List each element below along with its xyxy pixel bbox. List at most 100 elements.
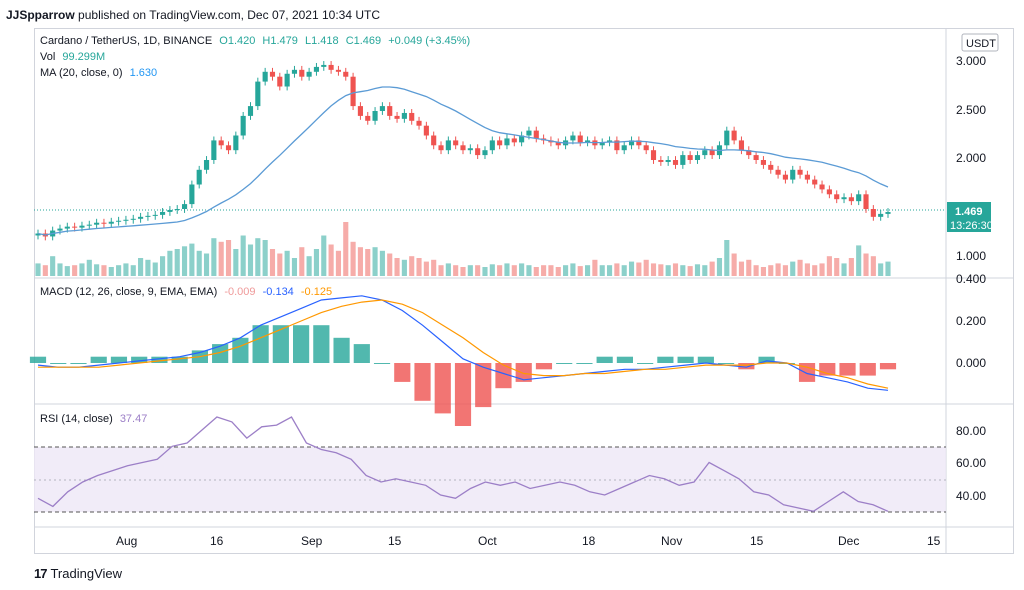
- volume-bar: [291, 258, 298, 276]
- ohlc-high: H1.479: [262, 35, 297, 47]
- macd-histogram-bar: [879, 363, 897, 370]
- signal-line[interactable]: [38, 299, 889, 389]
- candle-body: [335, 69, 341, 72]
- macd-histogram-bar: [576, 363, 593, 364]
- volume-bar: [379, 250, 385, 276]
- candle-body: [526, 130, 532, 136]
- volume-bar: [804, 263, 810, 276]
- macd-histogram-bar: [718, 363, 735, 364]
- volume-bar: [650, 263, 657, 276]
- ma-line[interactable]: [37, 86, 889, 236]
- volume-bar: [475, 265, 481, 276]
- candle-body: [218, 140, 224, 146]
- volume-bar: [145, 259, 151, 276]
- rsi-label: RSI (14, close): [40, 413, 113, 425]
- volume-bar: [585, 265, 591, 276]
- volume-bar: [570, 263, 576, 276]
- rsi-tick: 40.00: [956, 489, 986, 503]
- candle-body: [848, 197, 854, 202]
- macd-histogram-bar: [252, 325, 269, 363]
- symbol-legend[interactable]: Cardano / TetherUS, 1D, BINANCE O1.420 H…: [40, 35, 470, 47]
- candle-body: [123, 219, 129, 221]
- macd-histogram-bar: [293, 325, 310, 363]
- candle-body: [819, 184, 825, 190]
- rsi-line[interactable]: [37, 416, 889, 512]
- ma-label: MA (20, close, 0): [40, 67, 123, 79]
- candle-body: [665, 160, 671, 162]
- macd-histogram-bar: [131, 356, 148, 363]
- volume-bar: [79, 263, 85, 276]
- macd-histogram-bar: [333, 337, 350, 363]
- volume-bar: [50, 256, 56, 276]
- candle-body: [277, 76, 283, 87]
- volume-bar: [621, 265, 627, 276]
- macd-hist-value: -0.009: [224, 286, 255, 298]
- volume-bar: [819, 263, 825, 276]
- candle-body: [409, 112, 415, 121]
- macd-line[interactable]: [37, 295, 889, 391]
- currency-button-box[interactable]: [961, 33, 999, 52]
- volume-bar: [225, 240, 232, 276]
- volume-bar: [834, 258, 840, 276]
- price-tick: 2.500: [956, 103, 986, 117]
- volume-bar: [57, 263, 63, 276]
- footer-brand[interactable]: TradingView: [50, 566, 123, 581]
- volume-bar: [775, 263, 781, 276]
- candle-body: [694, 155, 701, 160]
- time-tick: Sep: [301, 534, 323, 548]
- candle-body: [196, 169, 202, 185]
- candle-body: [768, 164, 774, 170]
- candle-body: [79, 225, 85, 228]
- volume-bar: [548, 265, 554, 276]
- candle-body: [416, 120, 422, 126]
- volume-bar: [372, 247, 378, 276]
- last-price-badge: [947, 202, 991, 232]
- candle-body: [519, 135, 525, 143]
- macd-histogram-bar: [677, 356, 694, 363]
- volume-bar: [152, 262, 158, 276]
- candle-body: [255, 81, 261, 107]
- currency-button[interactable]: USDT: [966, 38, 996, 50]
- macd-histogram-bar: [475, 363, 492, 408]
- volume-bar: [592, 259, 598, 276]
- candle-body: [643, 145, 649, 151]
- time-tick: 15: [388, 534, 402, 548]
- volume-bar: [599, 265, 605, 276]
- candle-body: [856, 194, 862, 202]
- macd-legend[interactable]: MACD (12, 26, close, 9, EMA, EMA) -0.009…: [40, 286, 332, 298]
- ohlc-low: L1.418: [305, 35, 339, 47]
- tradingview-logo-icon[interactable]: 17: [34, 566, 48, 581]
- volume-bar: [174, 249, 180, 276]
- author-name[interactable]: JJSpparrow: [6, 8, 75, 22]
- price-tick: 2.000: [956, 151, 986, 165]
- volume-bar: [35, 263, 41, 276]
- volume-bar: [680, 265, 686, 276]
- candle-body: [35, 233, 41, 236]
- volume-bar: [328, 244, 334, 276]
- macd-histogram-bar: [353, 344, 370, 363]
- macd-histogram-bar: [171, 356, 188, 363]
- candle-body: [431, 135, 437, 146]
- candle-body: [211, 140, 217, 160]
- candle-body: [460, 145, 466, 151]
- volume-bar: [614, 263, 620, 276]
- volume-bar: [482, 267, 488, 276]
- volume-bar: [606, 265, 613, 276]
- volume-bar: [277, 253, 283, 276]
- volume-bar: [203, 253, 210, 276]
- volume-bar: [167, 250, 173, 276]
- rsi-legend[interactable]: RSI (14, close) 37.47: [40, 413, 147, 425]
- volume-bar: [665, 265, 671, 276]
- vol-legend[interactable]: Vol 99.299M: [40, 51, 105, 63]
- candle-body: [350, 76, 356, 107]
- publish-header: JJSpparrow published on TradingView.com,…: [6, 8, 380, 22]
- volume-bar: [563, 265, 569, 276]
- rsi-tick: 60.00: [956, 456, 986, 470]
- candle-body: [262, 71, 268, 82]
- vol-label: Vol: [40, 51, 55, 63]
- volume-bar: [247, 244, 254, 276]
- ma-legend[interactable]: MA (20, close, 0) 1.630: [40, 67, 157, 79]
- volume-bar: [848, 258, 854, 276]
- macd-histogram-bar: [110, 356, 128, 363]
